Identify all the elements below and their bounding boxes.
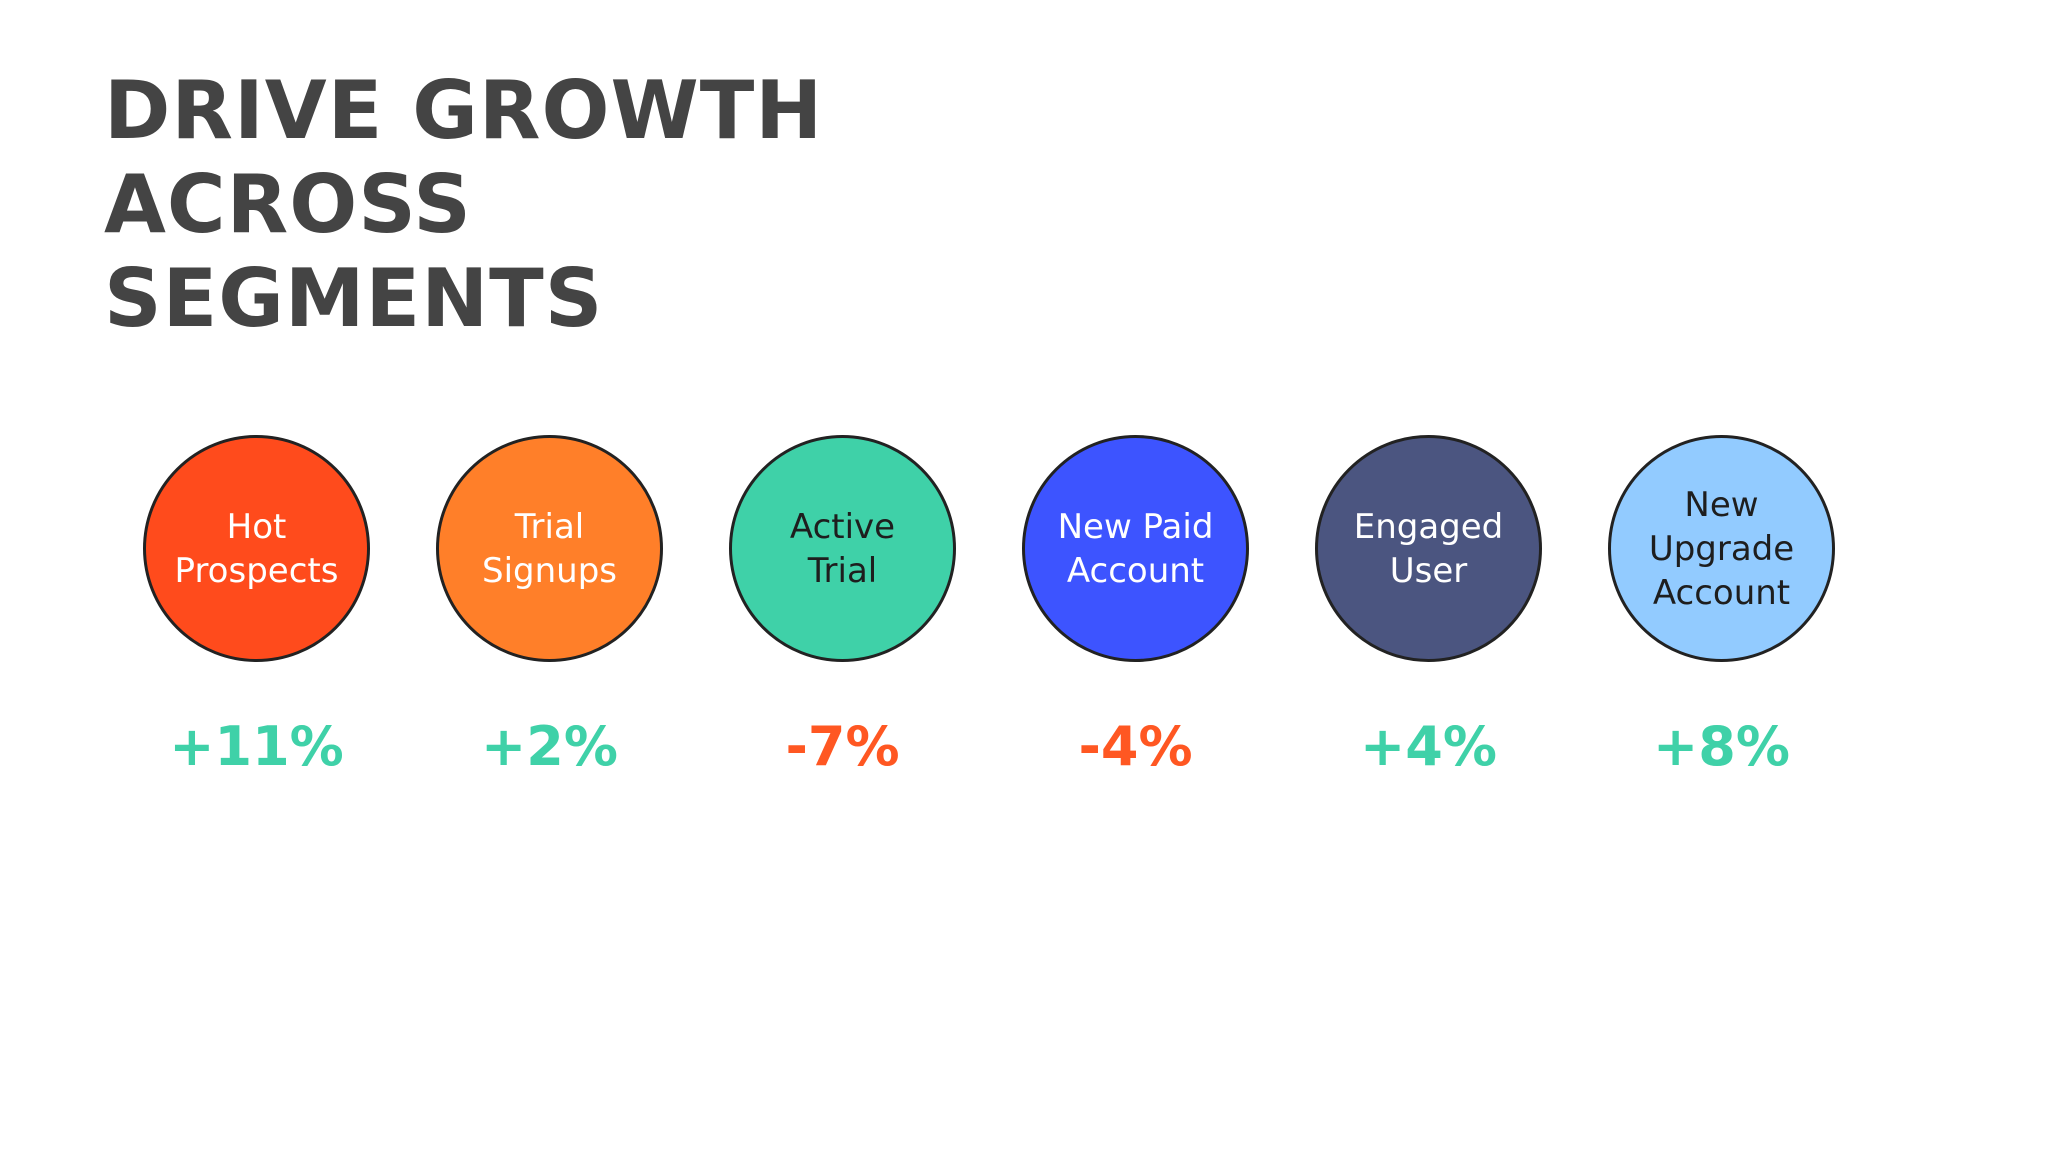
segment-circle: Trial Signups xyxy=(436,435,663,662)
segment-circle: Hot Prospects xyxy=(143,435,370,662)
segment-circle: Engaged User xyxy=(1315,435,1542,662)
segment-circle: New Upgrade Account xyxy=(1608,435,1835,662)
segment-row: Hot Prospects +11% Trial Signups +2% Act… xyxy=(0,435,2048,795)
segment-label: New Upgrade Account xyxy=(1648,484,1795,613)
segment-label: Active Trial xyxy=(789,506,896,591)
segment-label: Engaged User xyxy=(1353,506,1504,591)
segment-label: Trial Signups xyxy=(481,506,617,591)
segment-change: +4% xyxy=(1360,715,1497,778)
segment-change: +2% xyxy=(481,715,618,778)
segment-change: +11% xyxy=(169,715,344,778)
segment-change: -4% xyxy=(1078,715,1193,778)
segment-circle: New Paid Account xyxy=(1022,435,1249,662)
segment-circle: Active Trial xyxy=(729,435,956,662)
segment-label: Hot Prospects xyxy=(174,506,339,591)
segment-trial-signups: Trial Signups +2% xyxy=(403,435,696,795)
segment-change: +8% xyxy=(1653,715,1790,778)
segment-engaged-user: Engaged User +4% xyxy=(1282,435,1575,795)
segment-active-trial: Active Trial -7% xyxy=(696,435,989,795)
segment-new-upgrade-account: New Upgrade Account +8% xyxy=(1575,435,1868,795)
slide-title: DRIVE GROWTH ACROSS SEGMENTS xyxy=(104,64,824,345)
segment-label: New Paid Account xyxy=(1057,506,1214,591)
segment-new-paid-account: New Paid Account -4% xyxy=(989,435,1282,795)
segment-change: -7% xyxy=(785,715,900,778)
segment-hot-prospects: Hot Prospects +11% xyxy=(110,435,403,795)
